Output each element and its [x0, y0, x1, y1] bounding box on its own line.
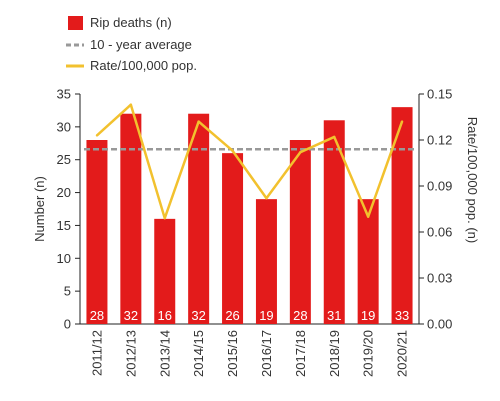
rate-line-group	[95, 103, 404, 220]
rate-point	[366, 215, 370, 218]
rate-point	[231, 149, 234, 152]
bar	[255, 199, 277, 324]
y2-tick-label: 0.03	[427, 271, 452, 286]
rate-point	[95, 134, 99, 137]
y-tick-label: 25	[57, 152, 71, 167]
legend-swatch-rip-deaths	[68, 16, 83, 30]
bar-value-label: 31	[327, 308, 341, 323]
x-tick-label: 2014/15	[191, 330, 206, 377]
rate-point	[197, 120, 200, 123]
y2-axis-ticks: 0.00 0.03 0.06 0.09 0.12 0.15	[419, 87, 452, 332]
x-tick-label: 2018/19	[327, 330, 342, 377]
bar-value-label: 28	[90, 308, 104, 323]
legend: Rip deaths (n) 10 - year average Rate/10…	[66, 15, 197, 73]
x-tick-label: 2019/20	[361, 330, 376, 377]
y2-tick-label: 0.06	[427, 225, 452, 240]
rate-point	[129, 103, 133, 106]
rate-point	[265, 197, 268, 200]
bar-value-label: 32	[191, 308, 205, 323]
y2-axis-title: Rate/100,000 pop. (n)	[465, 117, 480, 243]
y-tick-label: 0	[64, 317, 71, 332]
y-tick-label: 15	[57, 218, 71, 233]
rate-point	[333, 135, 336, 139]
y-axis-title: Number (n)	[32, 176, 47, 242]
y-tick-label: 10	[57, 251, 71, 266]
bar-value-label: 32	[124, 308, 138, 323]
legend-label-rip-deaths: Rip deaths (n)	[90, 15, 172, 30]
bar-value-label: 19	[259, 308, 273, 323]
y2-tick-label: 0.12	[427, 133, 452, 148]
x-tick-label: 2011/12	[89, 330, 104, 376]
x-tick-label: 2013/14	[157, 330, 172, 377]
y-tick-label: 20	[57, 185, 71, 200]
y2-tick-label: 0.00	[427, 317, 452, 332]
legend-label-average: 10 - year average	[90, 37, 192, 52]
y-tick-label: 30	[57, 119, 71, 134]
x-tick-label: 2020/21	[395, 330, 410, 377]
bar	[289, 140, 311, 324]
rate-point	[299, 151, 302, 154]
bar	[86, 140, 108, 324]
bar-value-label: 19	[361, 308, 375, 323]
y-tick-label: 5	[64, 284, 71, 299]
rate-point	[400, 120, 404, 123]
x-tick-label: 2017/18	[293, 330, 308, 377]
bar-series: 28 32 16 32 26 19 28 31 19 33	[86, 107, 413, 325]
bar	[188, 113, 210, 324]
x-tick-label: 2012/13	[123, 330, 138, 377]
bar-value-label: 28	[293, 308, 307, 323]
bar	[154, 218, 176, 324]
bar-value-label: 33	[395, 308, 409, 323]
x-tick-label: 2016/17	[259, 330, 274, 377]
bar	[120, 113, 142, 324]
bar-value-label: 16	[158, 308, 172, 323]
y2-tick-label: 0.09	[427, 179, 452, 194]
x-tick-label: 2015/16	[225, 330, 240, 377]
bar	[391, 107, 413, 325]
bar-value-label: 26	[225, 308, 239, 323]
legend-label-rate: Rate/100,000 pop.	[90, 58, 197, 73]
rate-line	[96, 103, 404, 220]
y-tick-label: 35	[57, 87, 71, 102]
y2-tick-label: 0.15	[427, 87, 452, 102]
x-axis-tick-labels: 2011/12 2012/13 2013/14 2014/15 2015/16 2016/…	[89, 330, 409, 377]
bar	[357, 199, 379, 324]
rate-point	[163, 217, 166, 220]
bar	[323, 120, 345, 325]
bar	[222, 153, 244, 324]
y-axis-ticks: 0 5 10 15 20 25 30 35	[57, 87, 80, 332]
